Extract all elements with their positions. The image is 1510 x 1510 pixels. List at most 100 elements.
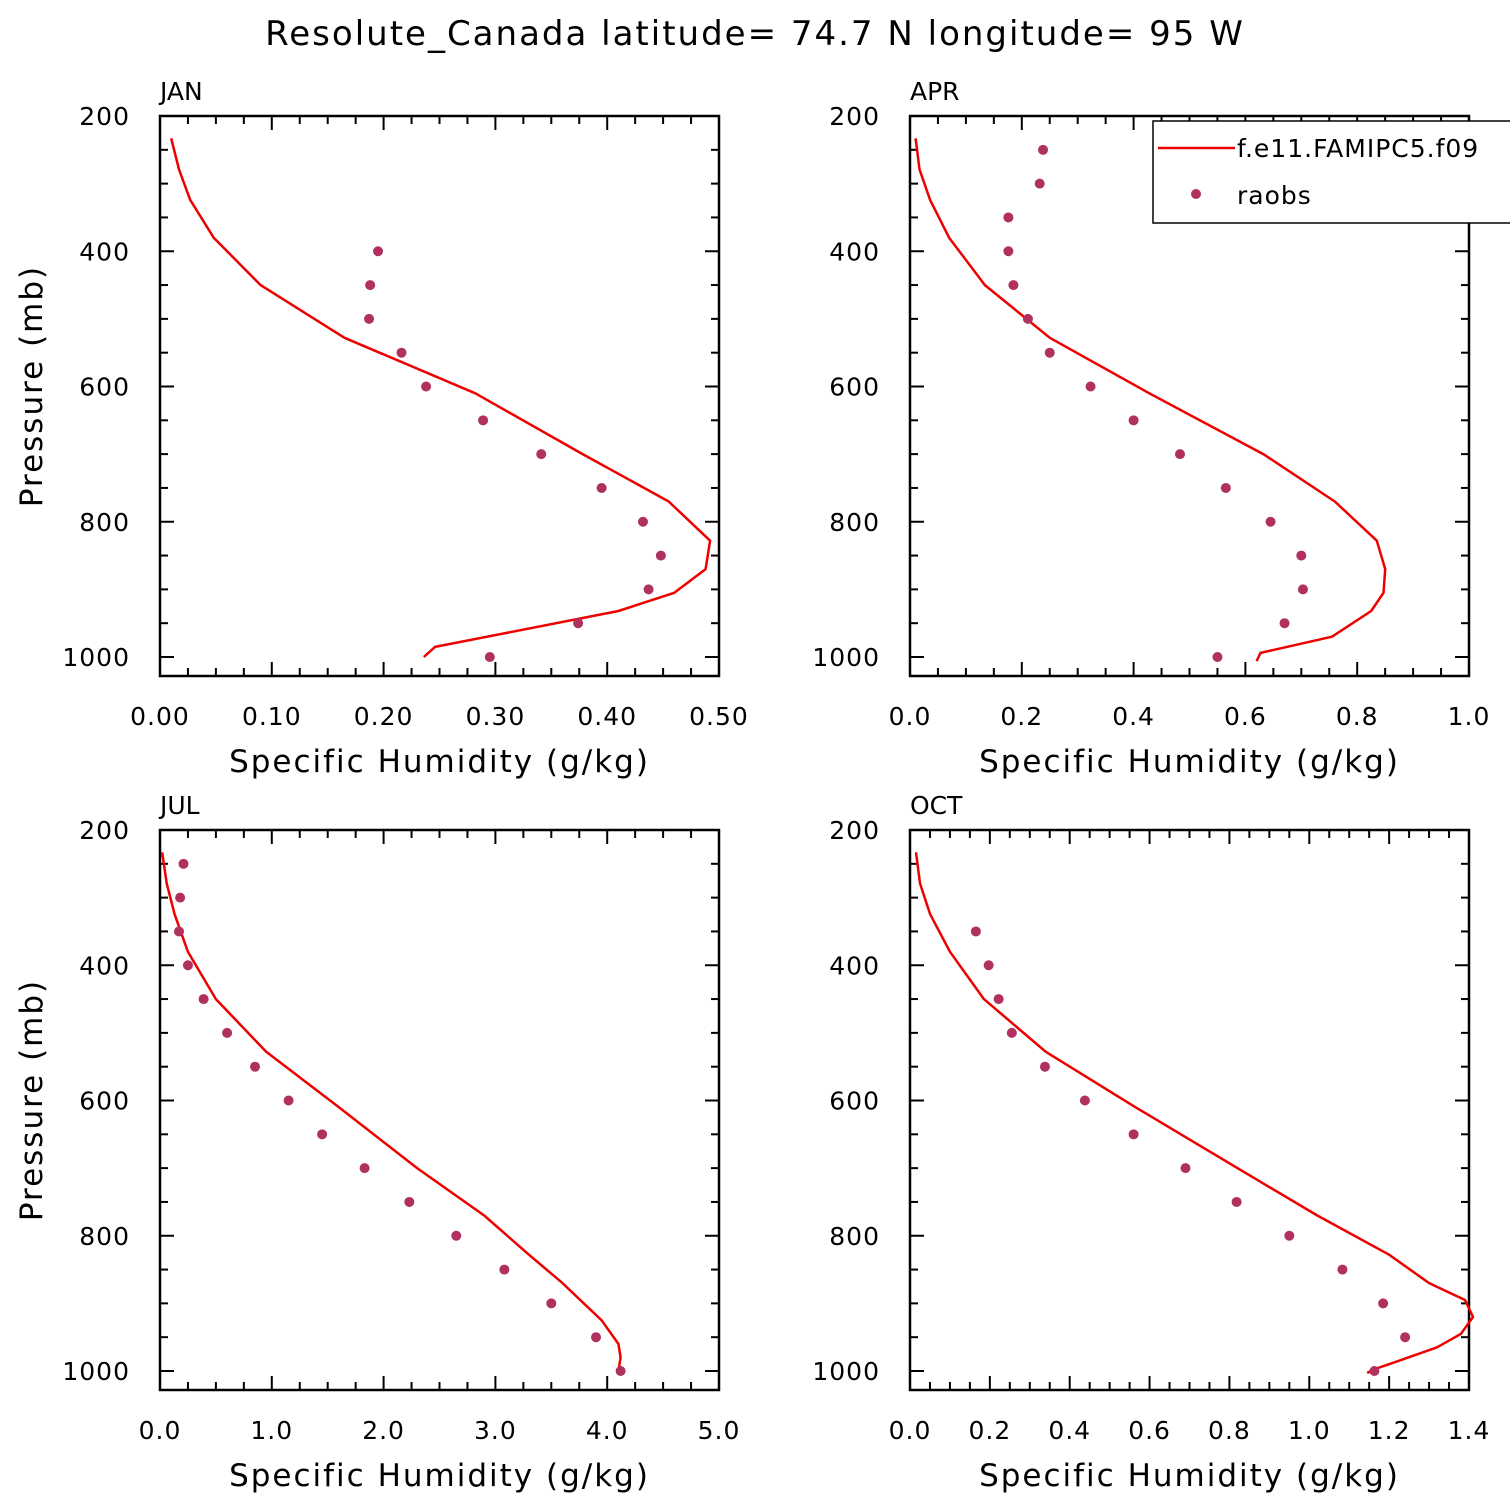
raobs-point	[317, 1129, 328, 1140]
raobs-point	[1003, 212, 1014, 223]
figure-title: Resolute_Canada latitude= 74.7 N longitu…	[265, 14, 1245, 54]
x-tick-label: 1.0	[1288, 1416, 1331, 1445]
raobs-point	[1400, 1332, 1411, 1343]
x-tick-label: 0.0	[139, 1416, 182, 1445]
y-tick-label: 800	[79, 1222, 130, 1251]
x-tick-label: 4.0	[586, 1416, 629, 1445]
raobs-point	[1128, 1129, 1139, 1140]
raobs-point	[536, 449, 547, 460]
model-line	[914, 852, 1475, 1375]
raobs-point	[1296, 550, 1307, 561]
raobs-point	[1284, 1230, 1295, 1241]
raobs-point	[970, 926, 981, 937]
plot-frame	[158, 828, 721, 1392]
raobs-point	[655, 550, 666, 561]
x-tick-label: 0.50	[689, 702, 749, 731]
x-tick-label: 0.4	[1048, 1416, 1091, 1445]
panel-oct: OCT 200 400 600 800 1000 0.0 0.2 0.4 0.6 0.8 1.0 1.2…	[812, 791, 1489, 1494]
legend-model-label: f.e11.FAMIPC5.f09	[1237, 134, 1479, 163]
x-tick-label: 1.2	[1368, 1416, 1411, 1445]
raobs-point	[1008, 280, 1019, 291]
y-tick-label: 1000	[812, 1357, 880, 1386]
raobs-point	[1003, 246, 1014, 257]
raobs-point	[1369, 1366, 1380, 1376]
y-tick-label: 200	[79, 102, 130, 131]
x-tick-label: 0.10	[242, 702, 302, 731]
raobs-point	[198, 994, 209, 1005]
x-tick-label: 0.2	[968, 1416, 1011, 1445]
raobs-point	[546, 1298, 557, 1309]
raobs-point	[591, 1332, 602, 1343]
x-tick-label: 2.0	[362, 1416, 405, 1445]
raobs-point	[1337, 1264, 1348, 1275]
raobs-point	[1180, 1163, 1191, 1174]
plot-frame	[158, 114, 721, 678]
x-tick-label: 0.00	[130, 702, 190, 731]
panel-label: JUL	[158, 791, 200, 820]
y-axis-title: Pressure (mb)	[14, 979, 50, 1221]
legend: f.e11.FAMIPC5.f09 raobs	[1152, 120, 1510, 224]
raobs-point	[404, 1196, 415, 1207]
panel-jan: JAN 200 400 600 800 1000 0.00 0.10 0.20 0.30 0.40 0…	[14, 77, 749, 780]
raobs-point	[182, 960, 193, 971]
raobs-point	[484, 652, 495, 662]
raobs-point	[174, 926, 185, 937]
raobs-point	[1044, 347, 1055, 358]
panel-label: JAN	[158, 77, 203, 106]
raobs-point	[573, 618, 584, 629]
raobs-point	[615, 1366, 626, 1376]
y-tick-label: 1000	[812, 643, 880, 672]
raobs-point	[983, 960, 994, 971]
raobs-point	[1220, 482, 1231, 493]
panel-jul: JUL 200 400 600 800 1000 0.0 1.0 2.0 3.0 4.0 5.0 Spe…	[14, 791, 739, 1494]
y-tick-label: 200	[829, 816, 880, 845]
x-tick-label: 0.8	[1336, 702, 1379, 731]
x-tick-label: 0.20	[354, 702, 414, 731]
raobs-point	[1034, 178, 1045, 189]
raobs-point	[637, 516, 648, 527]
raobs-point	[478, 415, 489, 426]
y-tick-label: 800	[829, 1222, 880, 1251]
y-tick-label: 800	[79, 508, 130, 537]
y-tick-label: 400	[79, 951, 130, 980]
x-tick-label: 1.0	[250, 1416, 293, 1445]
raobs-point	[364, 313, 375, 324]
y-tick-label: 600	[79, 1087, 130, 1116]
raobs-point	[1006, 1027, 1017, 1038]
raobs-point	[1022, 313, 1033, 324]
x-axis-title: Specific Humidity (g/kg)	[229, 744, 650, 780]
raobs-point	[596, 482, 607, 493]
raobs-point	[643, 584, 654, 595]
x-tick-label: 0.4	[1112, 702, 1155, 731]
y-tick-label: 600	[829, 373, 880, 402]
x-axis-title: Specific Humidity (g/kg)	[979, 1458, 1400, 1494]
y-axis-title: Pressure (mb)	[14, 265, 50, 507]
raobs-point	[373, 246, 384, 257]
raobs-point	[175, 892, 186, 903]
panel-label: APR	[910, 77, 960, 106]
y-tick-label: 800	[829, 508, 880, 537]
raobs-point	[1039, 1061, 1050, 1072]
x-axis-title: Specific Humidity (g/kg)	[229, 1458, 650, 1494]
model-line	[914, 138, 1387, 662]
panel-apr: APR 200 400 600 800 1000 0.0 0.2 0.4 0.6 0.8 1.0 Spe…	[812, 77, 1489, 780]
raobs-point	[1279, 618, 1290, 629]
y-tick-label: 400	[829, 951, 880, 980]
panels: JAN 200 400 600 800 1000 0.00 0.10 0.20 0.30 0.40 0…	[14, 77, 1489, 1494]
y-tick-label: 400	[79, 237, 130, 266]
raobs-point	[1378, 1298, 1389, 1309]
raobs-point	[451, 1230, 462, 1241]
legend-obs-label: raobs	[1237, 181, 1312, 210]
x-tick-label: 0.0	[889, 1416, 932, 1445]
raobs-point	[1297, 584, 1308, 595]
raobs-point	[359, 1163, 370, 1174]
x-tick-label: 0.0	[889, 702, 932, 731]
y-tick-label: 400	[829, 237, 880, 266]
x-tick-label: 0.6	[1128, 1416, 1171, 1445]
y-tick-label: 1000	[62, 643, 130, 672]
raobs-point	[250, 1061, 261, 1072]
model-line	[169, 137, 712, 658]
x-tick-label: 0.8	[1208, 1416, 1251, 1445]
raobs-point	[365, 280, 376, 291]
